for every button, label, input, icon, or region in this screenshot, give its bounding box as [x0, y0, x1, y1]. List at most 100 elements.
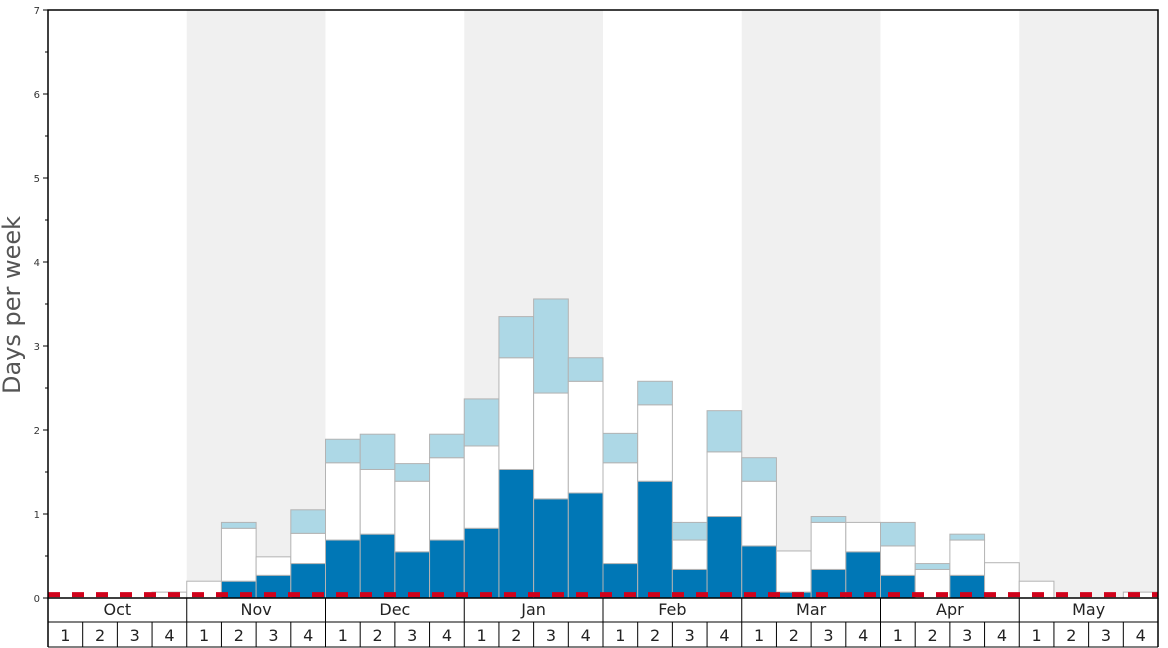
- bar-week-8-series-2: [290, 532, 326, 565]
- week-label: 3: [546, 626, 556, 645]
- bar-week-14-series-1: [498, 468, 535, 599]
- week-label: 2: [95, 626, 105, 645]
- week-label: 2: [927, 626, 937, 645]
- bar-week-19-series-3: [671, 521, 708, 541]
- bar-week-12-series-1: [429, 539, 465, 599]
- bar-week-9-series-2: [325, 462, 361, 541]
- bar-week-24-series-1: [845, 551, 881, 599]
- week-label: 1: [1032, 626, 1042, 645]
- week-label: 3: [407, 626, 417, 645]
- week-label: 1: [199, 626, 209, 645]
- week-label: 3: [685, 626, 695, 645]
- week-label: 3: [268, 626, 278, 645]
- week-label: 2: [511, 626, 521, 645]
- week-label: 2: [372, 626, 382, 645]
- week-label: 3: [1101, 626, 1111, 645]
- bar-week-6-series-2: [220, 527, 257, 582]
- y-tick-label: 6: [34, 90, 40, 101]
- week-label: 2: [234, 626, 244, 645]
- week-label: 4: [1136, 626, 1146, 645]
- week-label: 3: [962, 626, 972, 645]
- bar-week-25-series-2: [880, 545, 916, 576]
- bar-week-10-series-3: [359, 433, 396, 470]
- month-label-apr: Apr: [936, 600, 964, 619]
- bar-week-11-series-2: [394, 480, 431, 553]
- y-axis-label: Days per week: [0, 216, 26, 394]
- week-label: 4: [303, 626, 313, 645]
- bar-week-28-series-2: [984, 562, 1020, 599]
- week-label: 4: [164, 626, 174, 645]
- week-label: 4: [442, 626, 452, 645]
- bar-week-27-series-3: [949, 533, 986, 541]
- bar-week-18-series-1: [637, 480, 673, 599]
- bar-week-26-series-3: [914, 563, 951, 570]
- bar-week-24-series-2: [845, 521, 881, 553]
- bar-week-18-series-2: [637, 404, 673, 482]
- bar-week-16-series-2: [567, 380, 604, 494]
- y-tick-label: 2: [34, 426, 40, 437]
- month-label-dec: Dec: [379, 600, 410, 619]
- bar-series: [151, 298, 1159, 599]
- bar-week-18-series-3: [637, 380, 673, 406]
- bar-week-13-series-3: [463, 398, 500, 447]
- bar-week-15-series-2: [533, 392, 569, 500]
- bar-week-6-series-3: [220, 521, 257, 529]
- bar-week-13-series-2: [463, 445, 500, 529]
- month-label-jan: Jan: [520, 600, 546, 619]
- bar-week-9-series-1: [325, 539, 361, 599]
- bar-week-10-series-1: [359, 533, 396, 599]
- bar-week-16-series-1: [567, 492, 604, 599]
- bar-week-23-series-3: [810, 516, 847, 523]
- week-label: 2: [789, 626, 799, 645]
- week-label: 1: [893, 626, 903, 645]
- y-tick-label: 3: [34, 342, 40, 353]
- bar-week-7-series-2: [255, 556, 292, 576]
- bar-week-17-series-3: [602, 432, 639, 464]
- bar-week-11-series-1: [394, 551, 431, 599]
- month-band-nov: [186, 10, 326, 598]
- bar-week-10-series-2: [359, 468, 396, 535]
- bar-week-9-series-3: [325, 438, 361, 464]
- week-label: 1: [477, 626, 487, 645]
- bar-week-14-series-2: [498, 357, 535, 470]
- week-label: 4: [719, 626, 729, 645]
- x-axis: Oct 1 2 3 4 Nov 1 2 3 4 Dec 1 2 3 4 Jan 1 2 3 4 Feb 1 2 3 4 Mar 1 2…: [47, 598, 1159, 648]
- y-tick-label: 0: [34, 594, 40, 605]
- bar-week-13-series-1: [463, 527, 500, 599]
- month-label-may: May: [1072, 600, 1105, 619]
- y-tick-label: 4: [34, 258, 40, 269]
- bar-week-11-series-3: [394, 463, 431, 482]
- bar-week-20-series-1: [706, 516, 743, 599]
- month-label-nov: Nov: [241, 600, 272, 619]
- week-label: 1: [754, 626, 764, 645]
- bar-week-21-series-2: [741, 480, 777, 547]
- bar-week-16-series-3: [567, 357, 604, 382]
- bar-week-14-series-3: [498, 316, 535, 359]
- y-tick-label: 1: [34, 510, 40, 521]
- week-label: 1: [338, 626, 348, 645]
- week-label: 4: [997, 626, 1007, 645]
- y-tick-label: 7: [34, 6, 40, 17]
- bar-week-17-series-2: [602, 462, 639, 565]
- bar-week-22-series-2: [775, 550, 812, 593]
- bar-week-27-series-2: [949, 539, 986, 576]
- bar-week-15-series-1: [533, 498, 569, 599]
- week-label: 3: [823, 626, 833, 645]
- month-label-oct: Oct: [104, 600, 132, 619]
- bar-week-21-series-3: [741, 457, 777, 482]
- week-label: 1: [615, 626, 625, 645]
- week-label: 1: [60, 626, 70, 645]
- bar-week-12-series-2: [429, 457, 465, 541]
- bar-week-20-series-2: [706, 451, 743, 518]
- week-label: 2: [650, 626, 660, 645]
- month-label-mar: Mar: [796, 600, 827, 619]
- bar-week-21-series-1: [741, 545, 777, 599]
- bar-week-25-series-3: [880, 521, 916, 547]
- bar-week-8-series-3: [290, 509, 326, 534]
- y-tick-label: 5: [34, 174, 40, 185]
- bar-week-15-series-3: [533, 298, 569, 394]
- bar-week-20-series-3: [706, 410, 743, 453]
- week-label: 4: [581, 626, 591, 645]
- bar-week-23-series-2: [810, 521, 847, 570]
